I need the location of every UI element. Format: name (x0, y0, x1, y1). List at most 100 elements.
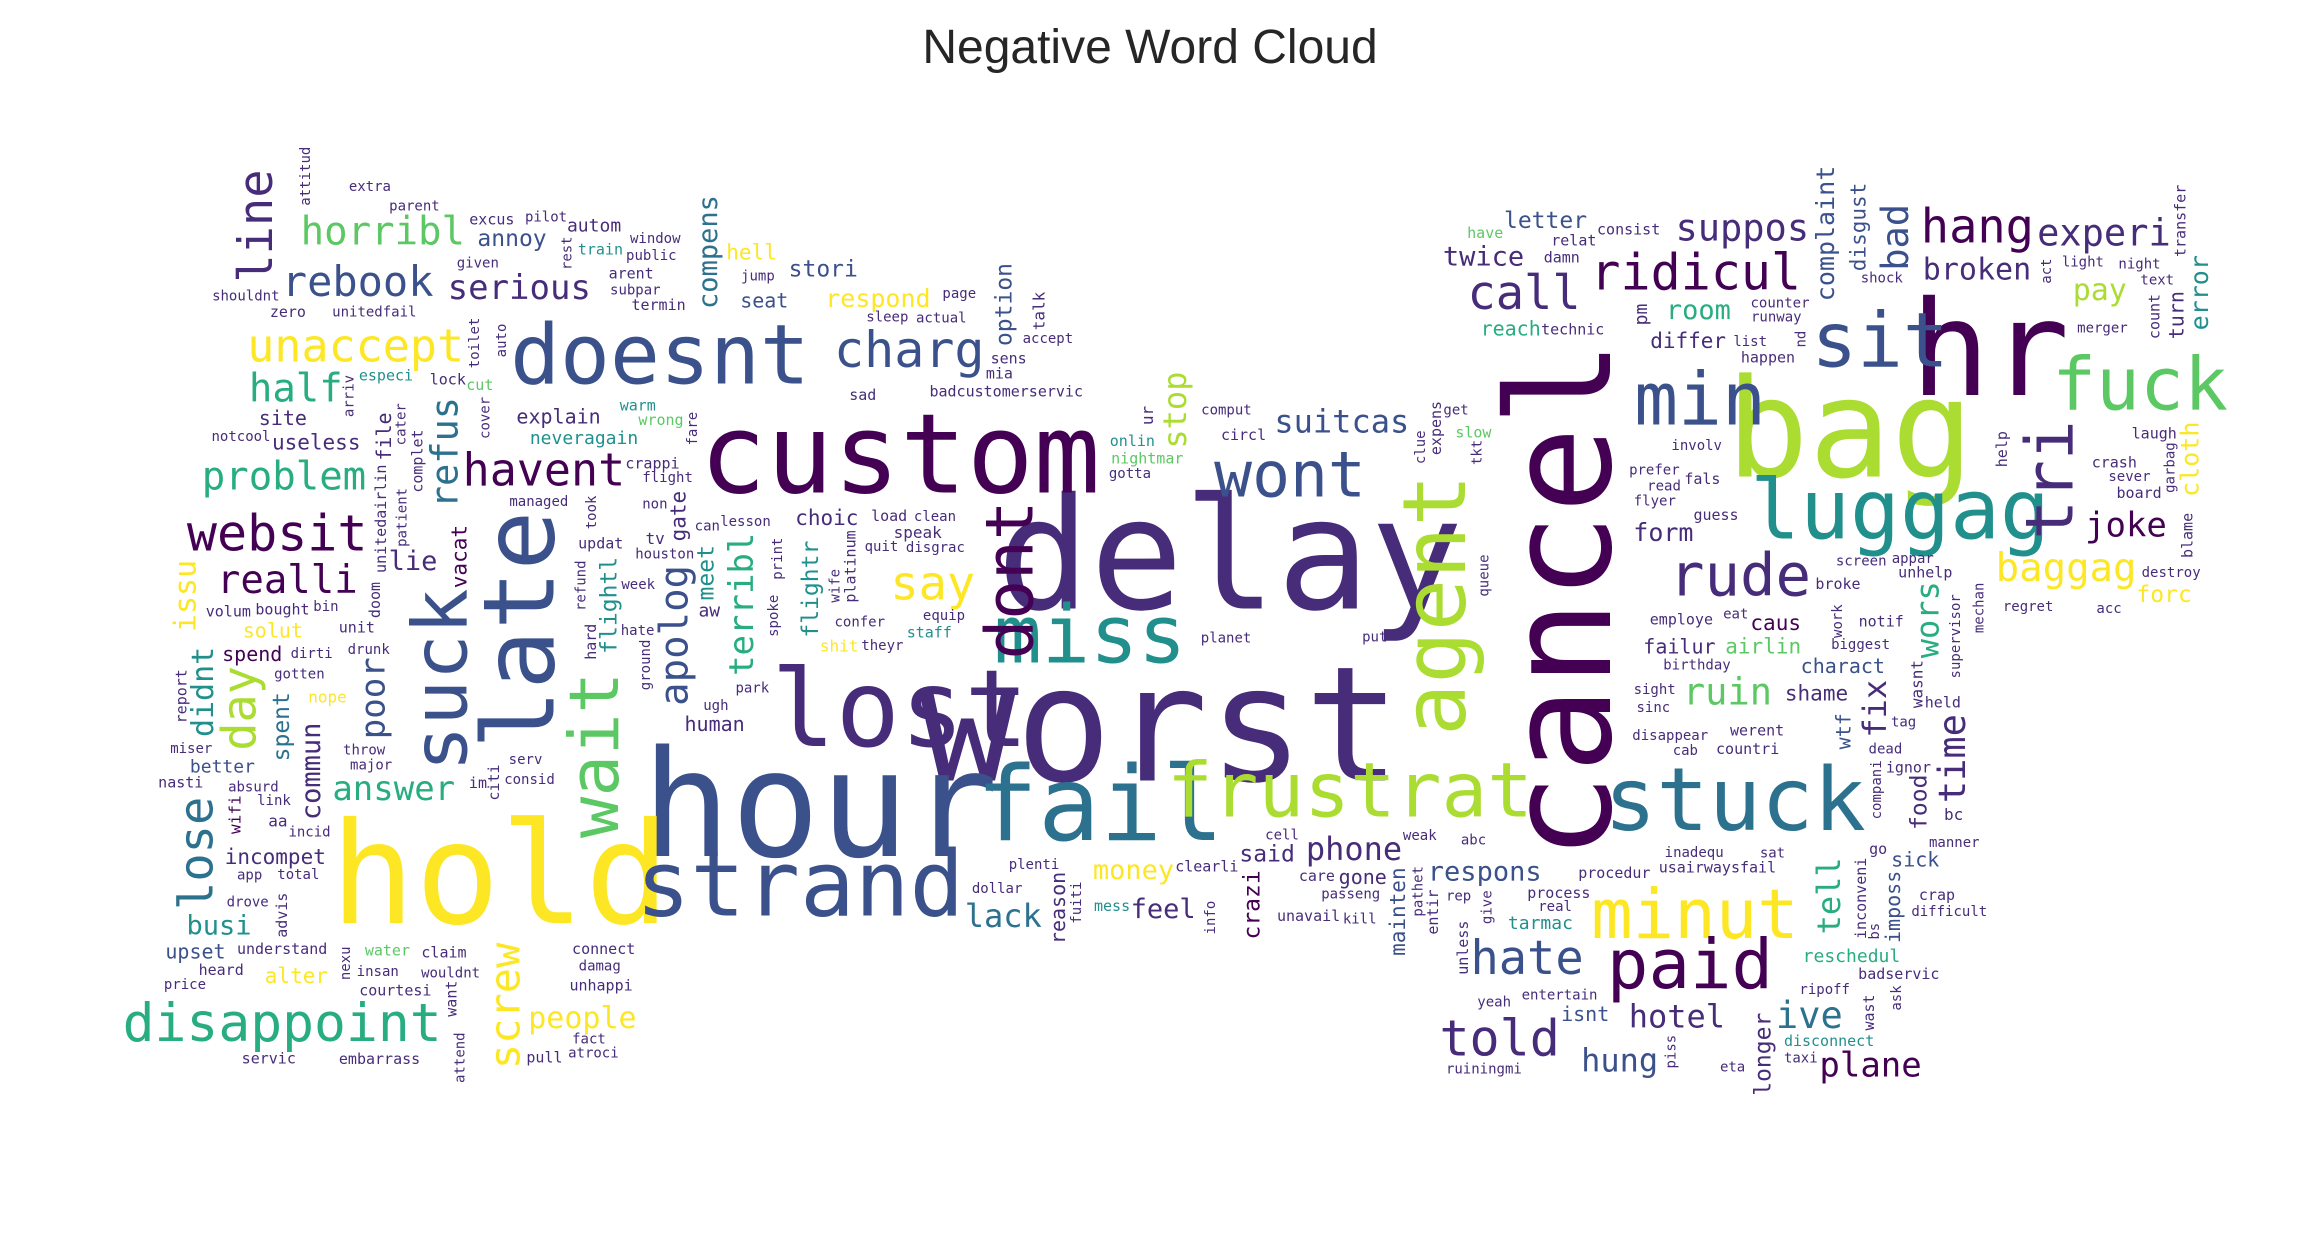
word-room: room (1666, 295, 1731, 326)
word-tarmac: tarmac (1508, 913, 1573, 934)
word-useless: useless (272, 431, 361, 455)
word-entertain: entertain (1522, 987, 1598, 1003)
word-nasti: nasti (158, 773, 203, 791)
word-bc: bc (1944, 805, 1963, 824)
word-lesson: lesson (720, 514, 771, 530)
word-forc: forc (2136, 582, 2191, 608)
word-mia: mia (986, 365, 1013, 383)
word-counter: counter (1751, 295, 1810, 311)
word-sens: sens (991, 350, 1027, 368)
word-process: process (1527, 884, 1590, 902)
word-page: page (942, 286, 976, 302)
word-bad: bad (1874, 204, 1917, 271)
word-stop: stop (1156, 372, 1194, 449)
word-pilot: pilot (525, 210, 567, 226)
word-app: app (237, 868, 262, 884)
word-rest: rest (560, 236, 576, 270)
word-auto: auto (494, 324, 510, 358)
word-planet: planet (1201, 631, 1252, 647)
word-supervisor: supervisor (1948, 594, 1964, 678)
word-custom: custom (700, 391, 1101, 520)
word-spoke: spoke (766, 595, 782, 637)
word-understand: understand (237, 940, 327, 958)
word-suck: suck (396, 588, 485, 771)
word-equip: equip (923, 608, 965, 624)
word-runway: runway (1751, 309, 1802, 325)
word-drove: drove (227, 895, 269, 911)
word-nope: nope (308, 687, 347, 706)
word-queue: queue (1477, 554, 1493, 596)
word-bought: bought (255, 600, 309, 618)
word-ground: ground (638, 640, 654, 691)
word-manner: manner (1929, 835, 1980, 851)
word-theyr: theyr (861, 638, 903, 654)
word-terribl: terribl (722, 533, 762, 676)
word-fact: fact (572, 1032, 606, 1048)
word-disconnect: disconnect (1784, 1032, 1874, 1050)
word-nexu: nexu (338, 946, 354, 980)
word-prefer: prefer (1629, 463, 1680, 479)
word-hotel: hotel (1629, 997, 1725, 1035)
word-subpar: subpar (610, 282, 661, 298)
word-compens: compens (693, 195, 724, 309)
word-spend: spend (222, 642, 282, 666)
word-disgust: disgust (1847, 183, 1871, 272)
word-werent: werent (1730, 722, 1784, 740)
word-charact: charact (1801, 654, 1885, 678)
word-hate: hate (621, 623, 655, 639)
word-joke: joke (2085, 505, 2167, 545)
word-poor: poor (353, 657, 393, 739)
word-advis: advis (273, 893, 291, 938)
word-badservic: badservic (1858, 965, 1939, 983)
word-can: can (695, 519, 720, 535)
word-said: said (1239, 842, 1294, 868)
word-connect: connect (572, 940, 635, 958)
word-count: count (2146, 294, 2164, 339)
word-say: say (890, 557, 975, 612)
word-screw: screw (480, 942, 529, 1069)
word-clearli: clearli (1175, 858, 1238, 876)
word-wasnt: wasnt (1908, 660, 1927, 708)
word-feel: feel (1131, 894, 1196, 925)
word-managed: managed (509, 494, 568, 510)
word-fail: fail (976, 745, 1224, 865)
word-atroci: atroci (568, 1046, 619, 1062)
word-day: day (213, 666, 268, 751)
word-toilet: toilet (467, 318, 483, 369)
word-acc: acc (2096, 601, 2121, 617)
word-damag: damag (579, 958, 621, 974)
word-flyer: flyer (1634, 494, 1676, 510)
word-dead: dead (1869, 742, 1903, 758)
word-realli: realli (217, 558, 358, 603)
word-complaint: complaint (1811, 166, 1840, 301)
word-text: text (2140, 272, 2174, 288)
word-serv: serv (509, 752, 543, 768)
word-doom: doom (366, 582, 384, 618)
word-havent: havent (463, 444, 626, 497)
word-excus: excus (469, 210, 514, 228)
word-tkt: tkt (1469, 440, 1485, 465)
word-unhappi: unhappi (569, 976, 632, 994)
word-unhelp: unhelp (1898, 564, 1952, 582)
word-consid: consid (504, 772, 555, 788)
word-embarrass: embarrass (339, 1050, 420, 1068)
word-parent: parent (389, 199, 440, 215)
word-claim: claim (421, 944, 466, 962)
word-given: given (457, 256, 499, 272)
word-happen: happen (1741, 349, 1795, 367)
word-guess: guess (1693, 506, 1738, 524)
word-volum: volum (206, 602, 251, 620)
word-pm: pm (1631, 304, 1652, 326)
word-unavail: unavail (1277, 907, 1340, 925)
word-baggag: baggag (1996, 546, 2137, 591)
word-wife: wife (827, 569, 843, 603)
word-held: held (1925, 694, 1961, 712)
word-bin: bin (313, 599, 338, 615)
word-appar: appar (1892, 551, 1934, 567)
word-list: list (1733, 334, 1767, 350)
chart-title: Negative Word Cloud (922, 21, 1378, 74)
word-sit: sit (1811, 296, 1948, 385)
word-minut: minut (1591, 875, 1799, 955)
word-cell: cell (1265, 827, 1299, 843)
word-pay: pay (2073, 273, 2127, 308)
